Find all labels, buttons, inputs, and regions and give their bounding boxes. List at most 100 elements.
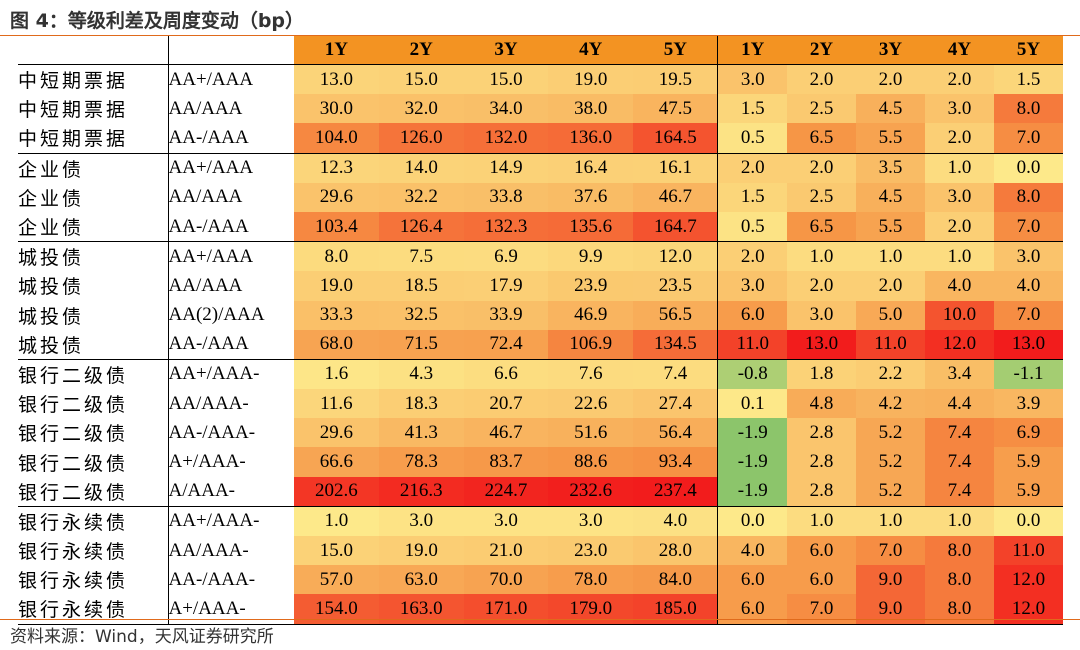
spread-cell: 7.4 <box>633 358 718 390</box>
spread-cell: 19.0 <box>294 271 379 301</box>
weekly-change-cell: 7.0 <box>993 300 1063 330</box>
rating-pair-cell: AA(2)/AAA <box>167 300 294 330</box>
spread-cell: 51.6 <box>548 418 634 448</box>
spread-cell: 88.6 <box>548 447 634 477</box>
spread-cell: 1.0 <box>294 505 379 536</box>
bond-type-cell: 企业债 <box>18 188 85 210</box>
weekly-change-cell: 6.0 <box>717 565 787 595</box>
weekly-change-cell: 1.0 <box>786 241 856 272</box>
rating-pair-cell: A+/AAA- <box>167 447 294 477</box>
spread-cell: 32.5 <box>378 300 464 330</box>
weekly-change-cell: 7.0 <box>855 536 925 566</box>
weekly-change-cell: 4.8 <box>786 389 856 419</box>
spread-cell: 19.5 <box>633 64 718 95</box>
spread-cell: 33.9 <box>463 300 549 330</box>
header-blank-name <box>18 36 168 65</box>
spread-cell: 6.6 <box>463 358 549 390</box>
weekly-change-cell: 3.4 <box>924 358 994 390</box>
weekly-change-cell: 7.0 <box>993 211 1063 242</box>
spread-cell: 93.4 <box>633 447 718 477</box>
table-row: 银行二级债 AA/AAA- 11.6 18.3 20.7 22.6 27.4 0.1 4.8 4.… <box>18 389 1063 419</box>
spread-cell: 134.5 <box>633 329 718 360</box>
header-row: 1Y 2Y 3Y 4Y 5Y 1Y 2Y 3Y 4Y 5Y <box>18 36 1063 65</box>
header-change-4y: 4Y <box>924 36 994 65</box>
spread-cell: 16.1 <box>633 152 718 183</box>
spread-cell: 164.7 <box>633 211 718 242</box>
weekly-change-cell: 5.0 <box>855 300 925 330</box>
spread-cell: 237.4 <box>633 476 718 507</box>
spread-cell: 47.5 <box>633 94 718 124</box>
weekly-change-cell: 1.8 <box>786 358 856 390</box>
weekly-change-cell: 5.2 <box>855 447 925 477</box>
spread-cell: 7.5 <box>378 241 464 272</box>
table-row: 银行二级债 A+/AAA- 66.6 78.3 83.7 88.6 93.4 -1.9 2.8 5… <box>18 447 1063 477</box>
weekly-change-cell: 0.5 <box>717 211 787 242</box>
spread-cell: 78.0 <box>548 565 634 595</box>
weekly-change-cell: 0.0 <box>993 505 1063 536</box>
weekly-change-cell: 3.5 <box>855 152 925 183</box>
table-row: 城投债 AA+/AAA 8.0 7.5 6.9 9.9 12.0 2.0 1.0 1.0 1.0 3.… <box>18 241 1063 272</box>
header-spread-2y: 2Y <box>378 36 464 65</box>
header-spread-3y: 3Y <box>463 36 549 65</box>
spread-cell: 41.3 <box>378 418 464 448</box>
spread-cell: 84.0 <box>633 565 718 595</box>
spread-cell: 18.5 <box>378 271 464 301</box>
weekly-change-cell: 2.0 <box>855 64 925 95</box>
title-rule <box>0 35 1080 36</box>
rating-pair-cell: AA-/AAA- <box>167 565 294 595</box>
weekly-change-cell: 2.8 <box>786 476 856 507</box>
weekly-change-cell: 3.0 <box>993 241 1063 272</box>
spread-cell: 30.0 <box>294 94 379 124</box>
weekly-change-cell: 2.0 <box>717 152 787 183</box>
spread-cell: 11.6 <box>294 389 379 419</box>
table-row: 中短期票据 AA/AAA 30.0 32.0 34.0 38.0 47.5 1.5 2.5 4.5… <box>18 94 1063 124</box>
bond-type-cell: 城投债 <box>18 277 85 299</box>
spread-cell: 224.7 <box>463 476 549 507</box>
weekly-change-cell: 11.0 <box>993 536 1063 566</box>
weekly-change-cell: -1.1 <box>993 358 1063 390</box>
weekly-change-cell: 4.5 <box>855 182 925 212</box>
source-rule <box>0 619 1080 620</box>
spread-cell: 57.0 <box>294 565 379 595</box>
header-change-2y: 2Y <box>786 36 856 65</box>
header-spread-4y: 4Y <box>548 36 634 65</box>
spread-cell: 1.6 <box>294 358 379 390</box>
weekly-change-cell: 7.0 <box>993 123 1063 154</box>
spread-cell: 46.7 <box>633 182 718 212</box>
weekly-change-cell: 7.4 <box>924 418 994 448</box>
bond-type-cell: 城投债 <box>18 335 85 357</box>
table-row: 银行二级债 AA-/AAA- 29.6 41.3 46.7 51.6 56.4 -1.9 2.8… <box>18 418 1063 448</box>
spread-cell: 132.3 <box>463 211 549 242</box>
spread-cell: 8.0 <box>294 241 379 272</box>
spread-cell: 34.0 <box>463 94 549 124</box>
table-row: 城投债 AA-/AAA 68.0 71.5 72.4 106.9 134.5 11.0 13.0… <box>18 329 1063 360</box>
bond-type-cell: 银行二级债 <box>18 358 168 390</box>
weekly-change-cell: 1.0 <box>924 241 994 272</box>
weekly-change-cell: 11.0 <box>717 329 787 360</box>
bond-type-cell: 中短期票据 <box>18 129 129 151</box>
spread-cell: 56.5 <box>633 300 718 330</box>
weekly-change-cell: 5.9 <box>993 447 1063 477</box>
rating-pair-cell: AA+/AAA <box>167 152 294 183</box>
weekly-change-cell: 1.0 <box>924 152 994 183</box>
bond-type-cell: 银行二级债 <box>18 453 129 475</box>
rating-pair-cell: AA-/AAA- <box>167 418 294 448</box>
spread-cell: 33.3 <box>294 300 379 330</box>
weekly-change-cell: 0.0 <box>993 152 1063 183</box>
weekly-change-cell: 4.5 <box>855 94 925 124</box>
rating-pair-cell: AA+/AAA- <box>167 358 294 390</box>
table-row: 城投债 AA/AAA 19.0 18.5 17.9 23.9 23.5 3.0 2.0 2.0 4.… <box>18 271 1063 301</box>
spread-cell: 136.0 <box>548 123 634 154</box>
table-row: 企业债 AA/AAA 29.6 32.2 33.8 37.6 46.7 1.5 2.5 4.5 3.… <box>18 182 1063 212</box>
figure-title: 图 4：等级利差及周度变动（bp） <box>10 10 305 32</box>
spread-cell: 23.5 <box>633 271 718 301</box>
weekly-change-cell: -1.9 <box>717 476 787 507</box>
spread-cell: 28.0 <box>633 536 718 566</box>
spread-cell: 14.0 <box>378 152 464 183</box>
weekly-change-cell: 1.0 <box>786 505 856 536</box>
spread-cell: 17.9 <box>463 271 549 301</box>
weekly-change-cell: 1.0 <box>924 505 994 536</box>
weekly-change-cell: 5.2 <box>855 418 925 448</box>
weekly-change-cell: 3.0 <box>924 94 994 124</box>
spread-cell: 71.5 <box>378 329 464 360</box>
